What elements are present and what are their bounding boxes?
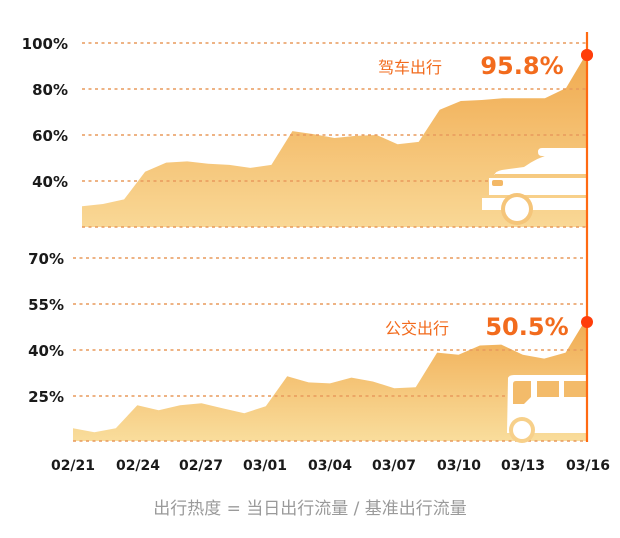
bottom-last-point-marker bbox=[581, 316, 593, 328]
x-tick-label: 02/27 bbox=[179, 458, 223, 474]
x-tick-label: 03/04 bbox=[308, 458, 352, 474]
x-tick-label: 03/01 bbox=[243, 458, 287, 474]
y-tick-label: 100% bbox=[22, 35, 68, 53]
y-tick-label: 40% bbox=[32, 173, 68, 191]
footnote-formula: 出行热度 = 当日出行流量 / 基准出行流量 bbox=[153, 499, 467, 519]
bottom-gridlines bbox=[73, 257, 587, 442]
bus-icon bbox=[507, 375, 587, 443]
bottom-annotation: 公交出行 50.5% bbox=[385, 313, 569, 341]
car-icon bbox=[482, 148, 587, 225]
y-tick-label: 60% bbox=[32, 127, 68, 145]
series-value-bus: 50.5% bbox=[485, 313, 568, 341]
series-value-driving: 95.8% bbox=[480, 52, 563, 80]
y-tick-label: 55% bbox=[28, 296, 64, 314]
x-tick-label: 02/21 bbox=[51, 458, 95, 474]
y-tick-label: 40% bbox=[28, 342, 64, 360]
y-tick-label: 70% bbox=[28, 250, 64, 268]
y-tick-label: 25% bbox=[28, 388, 64, 406]
x-tick-label: 03/16 bbox=[566, 458, 610, 474]
y-tick-label: 80% bbox=[32, 81, 68, 99]
x-tick-label: 03/10 bbox=[437, 458, 481, 474]
bottom-y-axis: 70% 55% 40% 25% bbox=[28, 250, 64, 406]
x-tick-label: 03/07 bbox=[372, 458, 416, 474]
x-tick-label: 03/13 bbox=[501, 458, 545, 474]
series-label-driving: 驾车出行 bbox=[378, 58, 442, 77]
top-annotation: 驾车出行 95.8% bbox=[378, 52, 564, 80]
x-tick-label: 02/24 bbox=[116, 458, 160, 474]
top-last-point-marker-front bbox=[581, 49, 593, 61]
bottom-chart: 70% 55% 40% 25% bbox=[28, 250, 587, 443]
top-y-axis: 100% 80% 60% 40% bbox=[22, 35, 68, 191]
top-area-series bbox=[82, 52, 587, 228]
series-label-bus: 公交出行 bbox=[385, 319, 449, 338]
bottom-area-series bbox=[73, 317, 587, 441]
top-chart: 100% 80% 60% 40% bbox=[22, 35, 593, 228]
x-axis: 02/21 02/24 02/27 03/01 03/04 03/07 03/1… bbox=[51, 458, 610, 474]
